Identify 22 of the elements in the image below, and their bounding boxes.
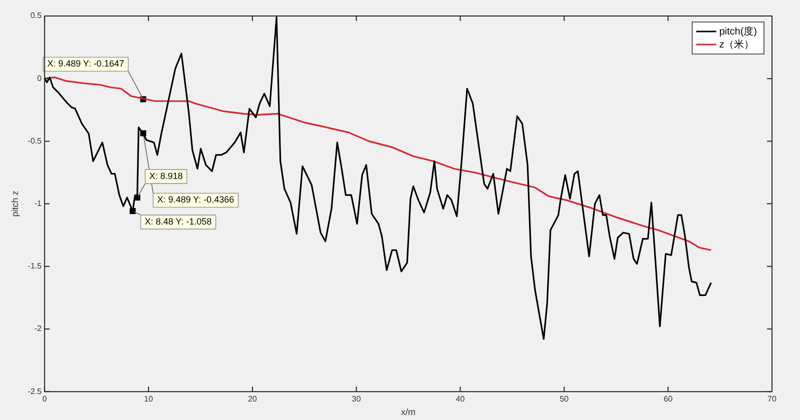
x-tick-label: 60 <box>664 394 674 404</box>
annotation: X: 9.489 Y: -0.4366 <box>157 194 234 205</box>
y-tick-label: -2 <box>34 324 42 334</box>
y-tick-label: -1.5 <box>28 262 42 271</box>
legend-label: z（米） <box>719 38 754 50</box>
annotation: X: 8.918 <box>149 171 183 182</box>
annotation: X: 8.48 Y: -1.058 <box>144 216 212 227</box>
y-tick-label: -1 <box>34 199 42 208</box>
x-tick-label: 70 <box>768 394 777 404</box>
y-tick-label: 0.5 <box>30 11 42 20</box>
annotation: X: 9.489 Y: -0.1647 <box>47 58 124 69</box>
x-tick-label: 20 <box>248 394 258 404</box>
y-axis-title: pitch z <box>10 190 20 217</box>
y-tick-label: -0.5 <box>28 136 42 146</box>
x-tick-label: 40 <box>456 394 466 404</box>
x-axis-title: x/m <box>401 407 416 418</box>
x-tick-label: 10 <box>144 394 154 404</box>
y-tick-label: -2.5 <box>28 386 42 396</box>
legend-label: pitch(度) <box>719 25 758 38</box>
y-tick-label: 0 <box>37 74 42 83</box>
x-tick-label: 30 <box>352 394 362 404</box>
x-tick-label: 50 <box>560 394 570 404</box>
